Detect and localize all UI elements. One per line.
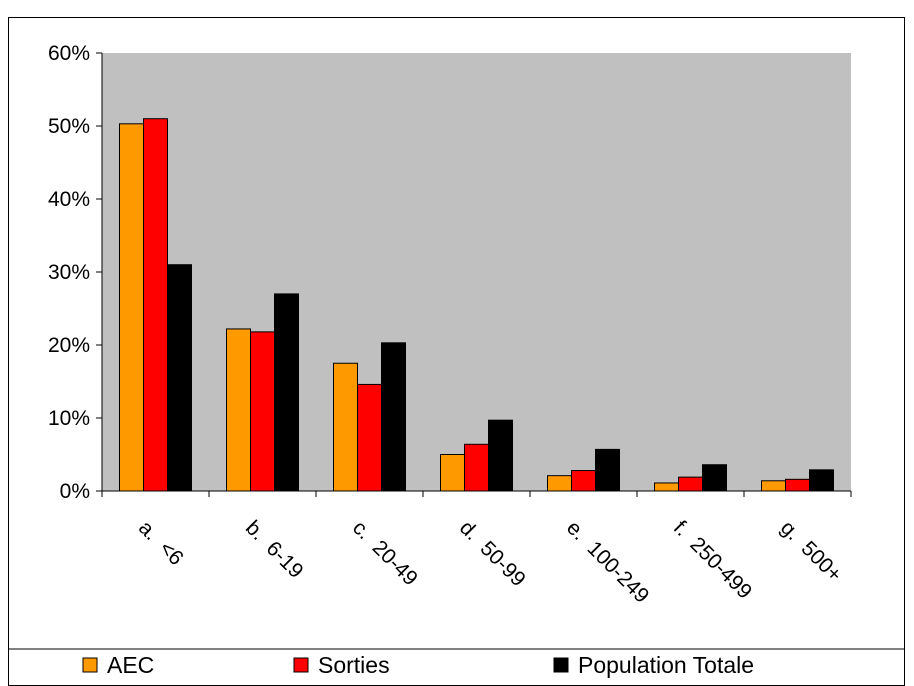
- y-tick-label: 10%: [48, 407, 90, 430]
- bar-aec: [119, 123, 144, 492]
- x-category-label: d. 50-99: [455, 516, 530, 591]
- bar-aec: [440, 454, 465, 492]
- bar-sorties: [143, 118, 168, 492]
- legend-swatch: [293, 657, 309, 673]
- legend-label: Population Totale: [578, 652, 754, 678]
- y-tick-label: 60%: [48, 42, 90, 65]
- bar-aec: [226, 328, 251, 492]
- x-category-label: e. 100-249: [562, 516, 653, 607]
- bar-population-totale: [809, 469, 834, 492]
- bar-aec: [333, 362, 358, 492]
- y-tick-label: 50%: [48, 115, 90, 138]
- bar-population-totale: [595, 448, 620, 492]
- legend-swatch: [553, 657, 569, 673]
- plot-area: [102, 53, 851, 491]
- bar-aec: [547, 475, 572, 492]
- bar-sorties: [785, 478, 810, 492]
- y-tick-label: 40%: [48, 188, 90, 211]
- bar-aec: [654, 482, 679, 492]
- bar-sorties: [250, 331, 275, 492]
- legend-label: Sorties: [318, 652, 390, 678]
- bar-sorties: [678, 476, 703, 492]
- bar-sorties: [357, 383, 382, 492]
- bar-population-totale: [702, 464, 727, 492]
- y-tick-label: 0%: [60, 480, 90, 503]
- bar-population-totale: [167, 264, 192, 492]
- bar-population-totale: [488, 419, 513, 492]
- legend-swatch: [82, 657, 98, 673]
- x-category-label: f. 250-499: [669, 516, 756, 603]
- bar-sorties: [464, 443, 489, 492]
- x-category-label: g. 500+: [776, 516, 846, 586]
- legend-label: AEC: [107, 652, 154, 678]
- x-category-label: a. <6: [134, 516, 188, 570]
- y-tick-label: 20%: [48, 334, 90, 357]
- x-category-label: b. 6-19: [241, 516, 308, 583]
- bar-aec: [761, 480, 786, 492]
- y-tick-label: 30%: [48, 261, 90, 284]
- bar-population-totale: [274, 293, 299, 492]
- bar-sorties: [571, 470, 596, 492]
- bar-population-totale: [381, 342, 406, 492]
- x-category-label: c. 20-49: [348, 516, 422, 590]
